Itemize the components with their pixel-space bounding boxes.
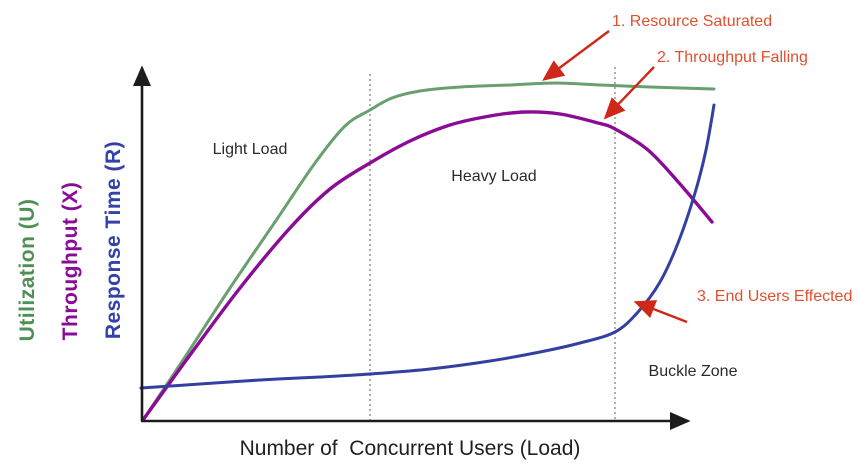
annotation-arrow-resource-saturated (542, 30, 610, 81)
y-axis-label-utilization: Utilization (U) (16, 198, 39, 342)
response-time-r-curve (139, 103, 716, 390)
throughput-x-curve (141, 110, 714, 422)
annotation-end-users-effected: 3. End Users Effected (697, 288, 853, 305)
x-axis-label: Number of Concurrent Users (Load) (239, 437, 581, 460)
y-axis-label-throughput: Throughput (X) (59, 181, 82, 341)
utilization-u-curve (141, 81, 716, 422)
curve-layer (139, 81, 716, 422)
zone-label-light-load: Light Load (212, 141, 288, 158)
axis-layer (132, 65, 691, 431)
zone-label-buckle-zone: Buckle Zone (648, 363, 738, 380)
annotation-arrow-end-users-effected (633, 300, 688, 324)
annotation-arrow-throughput-falling (603, 66, 655, 120)
annotation-resource-saturated: 1. Resource Saturated (612, 13, 773, 30)
annotation-arrow-layer (542, 30, 688, 324)
zone-label-heavy-load: Heavy Load (451, 168, 537, 185)
y-axis-label-response-time: Response Time (R) (102, 140, 125, 340)
annotation-throughput-falling: 2. Throughput Falling (657, 49, 808, 66)
zone-divider-layer (369, 67, 616, 420)
